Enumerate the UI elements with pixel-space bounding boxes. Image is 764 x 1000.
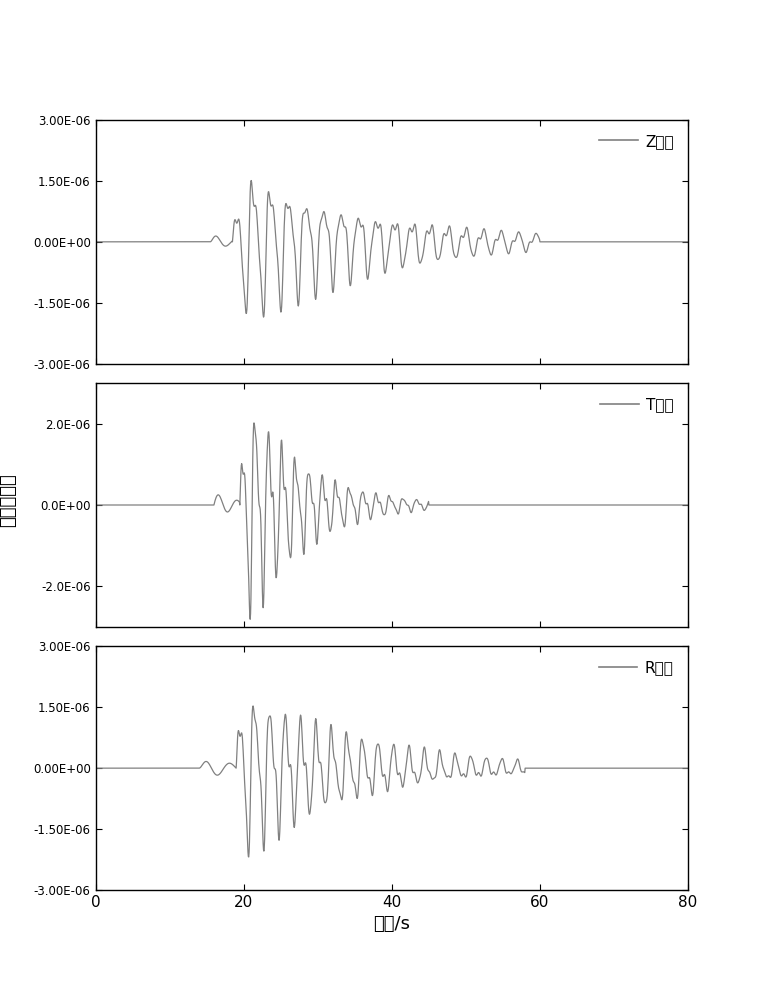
Text: 归一化位移: 归一化位移 <box>0 473 17 527</box>
Legend: Z分量: Z分量 <box>594 128 680 155</box>
X-axis label: 时间/s: 时间/s <box>373 915 410 933</box>
Legend: R分量: R分量 <box>593 654 680 681</box>
Legend: T分量: T分量 <box>594 391 680 418</box>
